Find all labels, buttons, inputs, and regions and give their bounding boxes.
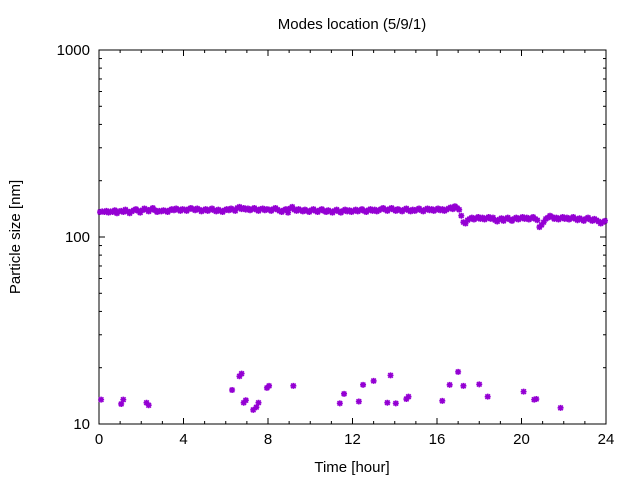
x-tick-label: 20 <box>513 431 530 448</box>
data-point <box>498 215 505 222</box>
data-point <box>476 381 483 388</box>
data-point <box>255 399 262 406</box>
data-point <box>98 396 105 403</box>
data-point <box>285 209 292 216</box>
data-point <box>236 373 243 380</box>
data-point <box>238 370 245 377</box>
data-point <box>557 404 564 411</box>
x-tick-label: 4 <box>179 431 187 448</box>
plot-border <box>98 49 607 425</box>
data-point <box>540 219 547 226</box>
data-point <box>336 400 343 407</box>
axis-ticks <box>98 49 607 425</box>
data-point <box>446 381 453 388</box>
data-point <box>143 399 150 406</box>
data-point <box>520 388 527 395</box>
y-tick-label: 1000 <box>57 42 90 59</box>
data-point <box>387 372 394 379</box>
data-point <box>370 377 377 384</box>
plot-frame <box>98 49 607 425</box>
data-point <box>118 400 125 407</box>
data-point <box>355 398 362 405</box>
data-point <box>456 206 463 213</box>
data-point <box>449 206 456 213</box>
data-point <box>232 207 239 214</box>
data-point <box>290 382 297 389</box>
tick-labels: 0 4 8 12 16 20 24 10 100 1000 <box>57 42 615 448</box>
data-point <box>534 217 541 224</box>
x-tick-label: 24 <box>598 431 615 448</box>
data-point <box>405 393 412 400</box>
data-point <box>341 390 348 397</box>
x-tick-label: 8 <box>264 431 272 448</box>
data-point <box>145 402 152 409</box>
y-axis-label: Particle size [nm] <box>7 180 24 294</box>
data-point <box>250 406 257 413</box>
data-point <box>601 217 608 224</box>
data-point <box>289 203 296 210</box>
data-points <box>97 203 608 413</box>
data-point <box>533 396 540 403</box>
chart-title: Modes location (5/9/1) <box>278 16 426 33</box>
x-tick-label: 16 <box>429 431 446 448</box>
data-point <box>253 404 260 411</box>
data-point <box>111 207 118 214</box>
data-point <box>439 397 446 404</box>
data-point <box>384 399 391 406</box>
y-tick-label: 100 <box>65 229 90 246</box>
data-point <box>266 382 273 389</box>
data-point <box>538 221 545 228</box>
data-point <box>455 368 462 375</box>
data-point <box>462 220 469 227</box>
data-point <box>392 400 399 407</box>
x-tick-label: 12 <box>344 431 361 448</box>
data-point <box>120 396 127 403</box>
x-tick-label: 0 <box>95 431 103 448</box>
data-point <box>242 397 249 404</box>
data-point <box>484 393 491 400</box>
y-tick-label: 10 <box>73 416 90 433</box>
data-point <box>360 381 367 388</box>
data-point <box>229 386 236 393</box>
data-point <box>458 212 465 219</box>
x-axis-label: Time [hour] <box>314 459 389 476</box>
data-point <box>460 382 467 389</box>
data-point <box>489 214 496 221</box>
data-point <box>282 206 289 213</box>
